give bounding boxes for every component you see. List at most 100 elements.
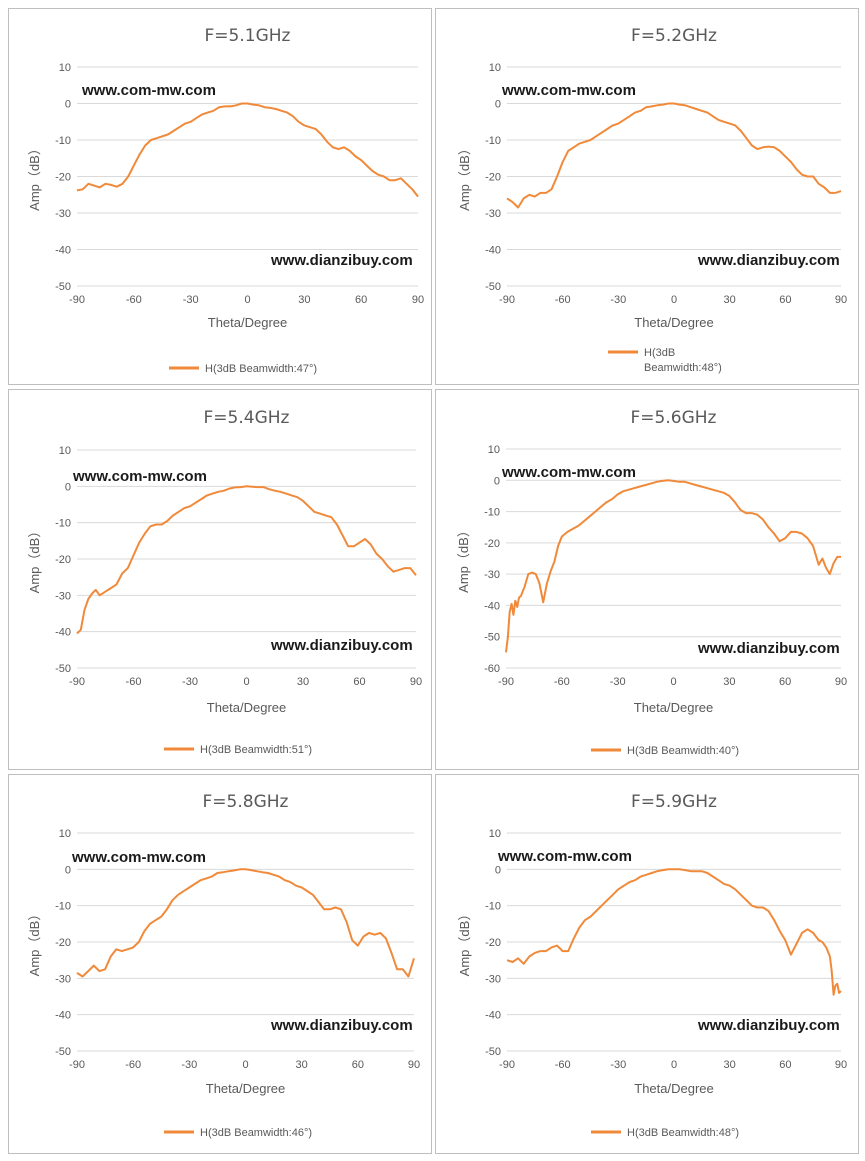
chart-title: F=5.9GHz bbox=[631, 792, 717, 812]
x-tick-label: 90 bbox=[410, 676, 422, 688]
watermark-bottom: www.dianzibuy.com bbox=[270, 252, 413, 269]
series-line bbox=[506, 868, 842, 996]
y-tick-label: 0 bbox=[65, 99, 71, 111]
y-tick-label: -20 bbox=[55, 937, 71, 949]
x-tick-label: 60 bbox=[352, 1059, 364, 1071]
y-tick-label: 0 bbox=[495, 864, 501, 876]
y-tick-label: -40 bbox=[55, 627, 71, 639]
x-tick-label: -90 bbox=[499, 294, 515, 306]
watermark-top: www.com-mw.com bbox=[501, 82, 636, 99]
x-tick-label: 0 bbox=[671, 294, 677, 306]
series-line bbox=[76, 485, 417, 635]
x-tick-label: -90 bbox=[69, 676, 85, 688]
x-tick-label: 0 bbox=[671, 1059, 677, 1071]
y-tick-label: -40 bbox=[55, 1010, 71, 1022]
legend-label: H(3dB Beamwidth:47°) bbox=[205, 363, 317, 375]
x-tick-label: 60 bbox=[779, 676, 791, 688]
x-tick-label: 30 bbox=[724, 1059, 736, 1071]
y-tick-label: -10 bbox=[55, 135, 71, 147]
x-tick-label: -90 bbox=[498, 676, 514, 688]
y-tick-label: -10 bbox=[484, 507, 500, 519]
x-tick-label: 0 bbox=[242, 1059, 248, 1071]
chart-title: F=5.8GHz bbox=[203, 792, 289, 812]
y-tick-label: -30 bbox=[55, 973, 71, 985]
y-tick-label: 0 bbox=[495, 99, 501, 111]
chart-svg: F=5.8GHz 10 0 -10 -20 -30 -40 -50-90 -60 -30 0 30 60… bbox=[27, 792, 420, 1139]
x-tick-label: 30 bbox=[297, 676, 309, 688]
legend-label: H(3dB Beamwidth:46°) bbox=[200, 1127, 312, 1139]
chart-panel-5-1ghz: F=5.1GHz 10 0 -10 -20 -30 -40 -50 -90 -60 -30 0 30 60… bbox=[8, 8, 432, 385]
series-line bbox=[506, 102, 842, 209]
y-tick-label: -40 bbox=[55, 245, 71, 257]
watermark-top: www.com-mw.com bbox=[71, 849, 206, 866]
y-axis-label: Amp（dB） bbox=[456, 524, 471, 593]
legend-label: H(3dB Beamwidth:51°) bbox=[200, 744, 312, 756]
watermark-top: www.com-mw.com bbox=[501, 464, 636, 481]
watermark-bottom: www.dianzibuy.com bbox=[697, 1017, 840, 1034]
y-tick-label: 0 bbox=[494, 475, 500, 487]
y-tick-label: -10 bbox=[485, 901, 501, 913]
y-tick-label: -20 bbox=[485, 172, 501, 184]
y-tick-label: -20 bbox=[55, 172, 71, 184]
chart-panel-5-6ghz: F=5.6GHz 10 0 -10 -20 -30 -40 -50 -60 -90 -60 -30 0 3… bbox=[435, 389, 859, 770]
chart-svg: F=5.4GHz 10 0 -10 -20 -30 -40 -50-90 -60 -30 0 30 60… bbox=[27, 408, 422, 756]
legend-line-1: H(3dB bbox=[644, 347, 675, 359]
x-axis-label: Theta/Degree bbox=[634, 315, 714, 330]
y-axis-label: Amp（dB） bbox=[457, 908, 472, 977]
x-axis-label: Theta/Degree bbox=[208, 315, 288, 330]
y-tick-label: -40 bbox=[485, 245, 501, 257]
x-tick-label: 60 bbox=[779, 1059, 791, 1071]
y-tick-label: -30 bbox=[485, 973, 501, 985]
x-tick-label: 30 bbox=[298, 294, 310, 306]
y-axis-label: Amp（dB） bbox=[27, 525, 42, 594]
chart-svg: F=5.9GHz 10 0 -10 -20 -30 -40 -50-90 -60 -30 0 30 60… bbox=[457, 792, 847, 1139]
y-tick-label: -50 bbox=[484, 632, 500, 644]
y-tick-label: -20 bbox=[484, 538, 500, 550]
legend-line-2: Beamwidth:48°) bbox=[644, 362, 722, 374]
x-tick-label: -90 bbox=[499, 1059, 515, 1071]
y-tick-label: 10 bbox=[59, 828, 71, 840]
chart-title: F=5.2GHz bbox=[631, 26, 717, 46]
watermark-bottom: www.dianzibuy.com bbox=[270, 1017, 413, 1034]
x-tick-label: 90 bbox=[835, 1059, 847, 1071]
watermark-top: www.com-mw.com bbox=[497, 848, 632, 865]
x-tick-label: 30 bbox=[723, 676, 735, 688]
y-tick-label: 10 bbox=[488, 444, 500, 456]
y-tick-label: -40 bbox=[484, 600, 500, 612]
x-tick-label: -30 bbox=[182, 676, 198, 688]
y-tick-label: 10 bbox=[489, 828, 501, 840]
chart-panel-5-8ghz: F=5.8GHz 10 0 -10 -20 -30 -40 -50 -90 -60 -30 0 30 60… bbox=[8, 774, 432, 1154]
x-tick-label: 30 bbox=[296, 1059, 308, 1071]
y-tick-label: 10 bbox=[59, 62, 71, 74]
x-tick-label: -30 bbox=[610, 294, 626, 306]
x-axis-label: Theta/Degree bbox=[634, 1081, 714, 1096]
series-line bbox=[76, 868, 415, 978]
x-tick-label: -30 bbox=[181, 1059, 197, 1071]
y-tick-label: -50 bbox=[55, 281, 71, 293]
y-tick-label: 10 bbox=[59, 445, 71, 457]
x-tick-label: 0 bbox=[243, 676, 249, 688]
y-tick-label: 0 bbox=[65, 864, 71, 876]
chart-panel-5-4ghz: F=5.4GHz 10 0 -10 -20 -30 -40 -50 -90 -60 -30 0 30 60… bbox=[8, 389, 432, 770]
x-tick-label: -30 bbox=[610, 676, 626, 688]
chart-title: F=5.6GHz bbox=[631, 408, 717, 428]
legend-label: H(3dB Beamwidth:40°) bbox=[627, 745, 739, 757]
y-tick-label: -50 bbox=[485, 281, 501, 293]
y-tick-label: -40 bbox=[485, 1010, 501, 1022]
x-tick-label: -90 bbox=[69, 294, 85, 306]
x-tick-label: 60 bbox=[353, 676, 365, 688]
watermark-top: www.com-mw.com bbox=[81, 82, 216, 99]
chart-panel-5-2ghz: F=5.2GHz 10 0 -10 -20 -30 -40 -50 -90 -60 -30 0 30 60… bbox=[435, 8, 859, 385]
x-tick-label: -60 bbox=[125, 1059, 141, 1071]
x-tick-label: -90 bbox=[69, 1059, 85, 1071]
legend-label: H(3dB Beamwidth:48°) bbox=[644, 347, 722, 374]
y-tick-label: -10 bbox=[55, 518, 71, 530]
watermark-bottom: www.dianzibuy.com bbox=[697, 252, 840, 269]
watermark-top: www.com-mw.com bbox=[72, 468, 207, 485]
x-tick-label: 60 bbox=[355, 294, 367, 306]
x-tick-label: -60 bbox=[126, 294, 142, 306]
x-tick-label: 60 bbox=[779, 294, 791, 306]
y-tick-label: -60 bbox=[484, 663, 500, 675]
x-tick-label: -60 bbox=[555, 1059, 571, 1071]
chart-svg: F=5.1GHz 10 0 -10 -20 -30 -40 -50-90 -60 -30 0 30 60… bbox=[27, 26, 424, 375]
